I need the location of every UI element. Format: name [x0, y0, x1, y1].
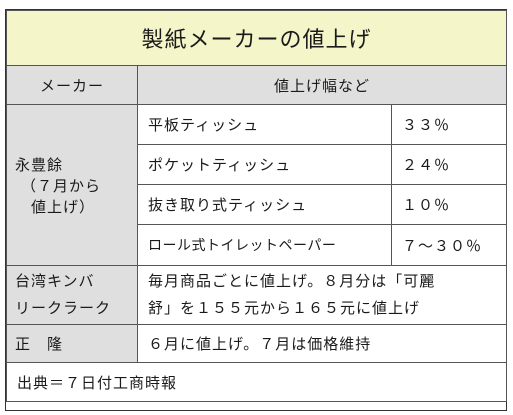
rate-cell: １０％	[391, 184, 507, 225]
header-detail: 値上げ幅など	[137, 65, 507, 105]
company-yfy-note: （７月から	[21, 176, 102, 195]
source-note: 出典＝７日付工商時報	[6, 362, 507, 402]
company-chenglong-desc: ６月に値上げ。７月は価格維持	[137, 324, 507, 363]
company-yfy-note2: 値上げ）	[31, 197, 96, 216]
product-cell: 平板ティッシュ	[137, 104, 392, 145]
company-kimberly-desc: 毎月商品ごとに値上げ。８月分は「可麗 舒」を１５５元から１６５元に値上げ	[137, 265, 507, 325]
company-yfy-name: 永豊餘	[15, 155, 64, 174]
company-kimberly-desc-1: 毎月商品ごとに値上げ。８月分は「可麗	[148, 272, 436, 290]
company-kimberly-desc-2: 舒」を１５５元から１６５元に値上げ	[148, 299, 421, 317]
table-frame: 製紙メーカーの値上げ メーカー 値上げ幅など 永豊餘 （７月から 値上げ） 平板…	[5, 9, 507, 411]
rate-cell: ２４％	[391, 144, 507, 185]
price-hike-table: 製紙メーカーの値上げ メーカー 値上げ幅など 永豊餘 （７月から 値上げ） 平板…	[6, 10, 507, 402]
company-kimberly-cell: 台湾キンバ リークラーク	[6, 265, 138, 325]
product-cell: 抜き取り式ティッシュ	[137, 184, 392, 225]
company-kimberly-name-1: 台湾キンバ	[15, 272, 95, 290]
header-maker: メーカー	[6, 65, 138, 105]
table-title: 製紙メーカーの値上げ	[6, 10, 507, 66]
company-kimberly-name-2: リークラーク	[15, 299, 112, 317]
company-yfy-cell: 永豊餘 （７月から 値上げ）	[6, 104, 138, 266]
company-chenglong-name: 正 隆	[6, 324, 138, 363]
rate-cell: ３３％	[391, 104, 507, 145]
rate-cell: ７〜３０％	[391, 224, 507, 266]
product-cell: ロール式トイレットペーパー	[137, 224, 392, 266]
product-cell: ポケットティッシュ	[137, 144, 392, 185]
